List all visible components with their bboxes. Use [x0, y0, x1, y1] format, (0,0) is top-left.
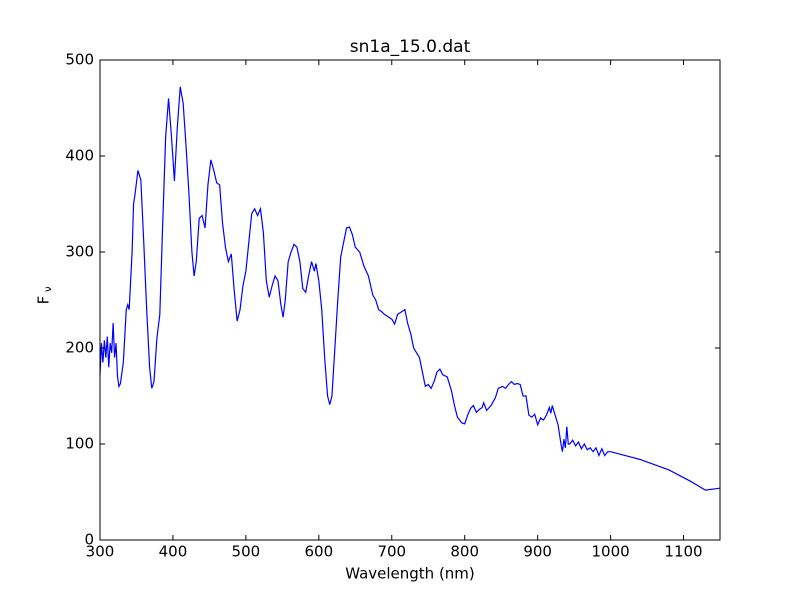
x-tick-label: 300	[86, 543, 115, 561]
x-tick-label: 1000	[591, 543, 629, 561]
plot-frame	[99, 59, 721, 541]
x-tick-label: 600	[305, 543, 334, 561]
x-tick-label: 900	[523, 543, 552, 561]
x-tick-label: 500	[232, 543, 261, 561]
y-axis-label-subscript: ν	[43, 286, 54, 292]
y-tick-label: 300	[65, 243, 94, 261]
y-tick-label: 500	[65, 51, 94, 69]
x-tick-label: 700	[377, 543, 406, 561]
chart-title: sn1a_15.0.dat	[350, 37, 471, 57]
y-axis-label: F	[35, 296, 53, 305]
data-line	[99, 86, 721, 491]
x-tick-label: 400	[159, 543, 188, 561]
x-tick-label: 800	[450, 543, 479, 561]
y-axis-label-group: F ν	[35, 286, 55, 304]
y-tick-label: 0	[84, 531, 94, 549]
x-axis-label: Wavelength (nm)	[345, 565, 475, 583]
x-tick-label: 1100	[664, 543, 702, 561]
y-tick-label: 400	[65, 147, 94, 165]
y-tick-label: 100	[65, 435, 94, 453]
y-tick-label: 200	[65, 339, 94, 357]
